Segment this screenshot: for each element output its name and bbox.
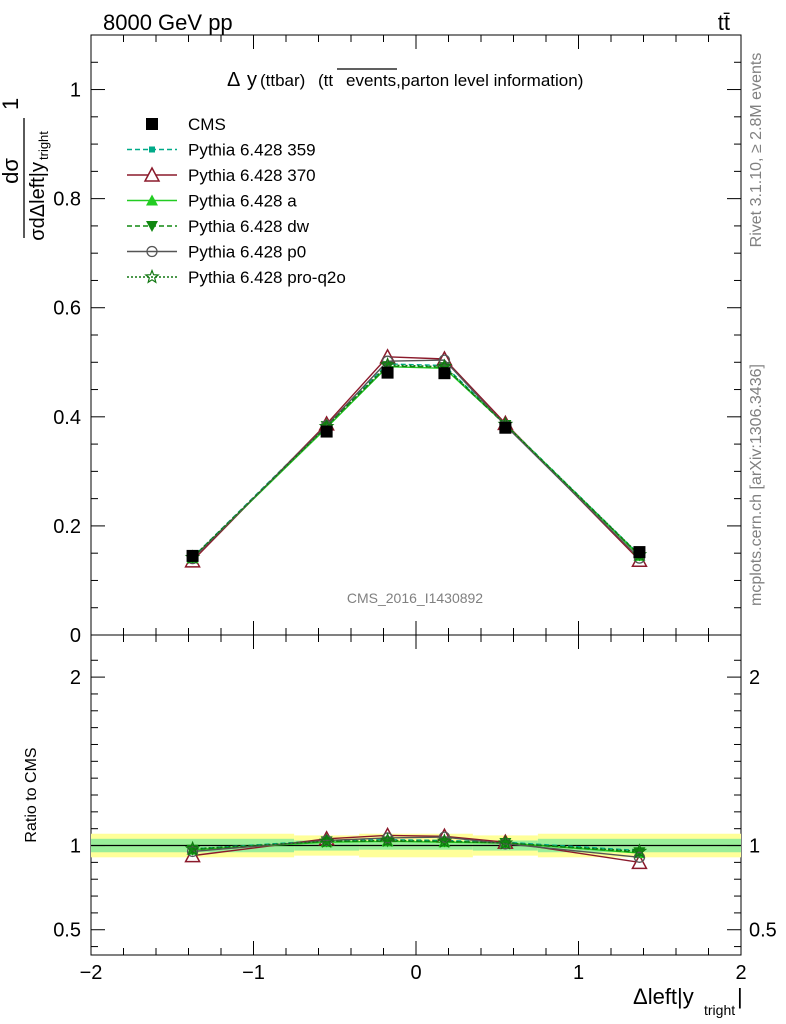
y-tick-label: 1: [70, 80, 81, 102]
title-events: events,: [346, 71, 401, 90]
ratio-tick-label-right: 0.5: [749, 920, 777, 942]
legend-label-pp0: Pythia 6.428 p0: [188, 243, 306, 262]
xlabel-main: Δleft|y: [633, 984, 694, 1009]
ratio-panel-frame: [90, 634, 742, 956]
x-tick-label: 0: [410, 962, 421, 984]
marker-square: [633, 546, 646, 559]
series-line-pdw: [192, 365, 640, 559]
marker-star: [144, 268, 160, 284]
y-tick-label: 0.6: [53, 298, 81, 320]
ylabel-dsigma: dσ: [0, 158, 23, 184]
x-tick-label: 2: [735, 962, 746, 984]
marker-open-circle: [499, 838, 512, 850]
title-delta: Δ: [227, 69, 240, 91]
legend-label-cms: CMS: [188, 115, 226, 134]
marker-square: [320, 425, 333, 438]
ylabel-sub: tright: [36, 131, 51, 160]
marker-square: [381, 366, 394, 379]
x-tick-label: −1: [242, 962, 265, 984]
ratio-tick-label-right: 1: [749, 836, 760, 858]
marker-down-triangle: [146, 221, 158, 232]
marker-open-triangle: [143, 166, 161, 182]
legend-label-pa: Pythia 6.428 a: [188, 192, 297, 211]
legend: CMS Pythia 6.428 359 Pythia 6.428 370 Pythi…: [127, 115, 346, 287]
marker-open-circle: [146, 245, 158, 258]
y-tick-label: 0.8: [53, 189, 81, 211]
analysis-watermark: CMS_2016_I1430892: [347, 590, 483, 606]
ratio-tick-label: 0.5: [53, 920, 81, 942]
title-ttbar: (ttbar): [260, 71, 305, 90]
marker-star: [631, 843, 648, 859]
legend-label-p370: Pythia 6.428 370: [188, 166, 316, 185]
marker-down-triangle: [381, 836, 394, 848]
marker-star: [184, 840, 201, 856]
marker-square: [499, 421, 512, 434]
legend-label-p359: Pythia 6.428 359: [188, 141, 316, 160]
series-line-pq2o: [192, 364, 640, 559]
x-axis-label: Δleft|y tright |: [633, 984, 743, 1018]
y-axis-label-ratio: Ratio to CMS: [23, 747, 40, 842]
y-tick-label: 0: [70, 625, 81, 647]
series-line-pa: [192, 365, 640, 559]
title-y: y: [247, 69, 257, 91]
marker-star: [436, 833, 453, 848]
marker-square: [146, 118, 158, 130]
ratio-tick-label-right: 2: [749, 667, 760, 689]
series-top-panel: [184, 348, 648, 568]
marker-square: [438, 367, 451, 380]
ratio-tick-label: 2: [70, 667, 81, 689]
x-tick-label: −2: [80, 962, 103, 984]
ratio-line-pp0: [192, 836, 640, 859]
plot-title: Δ y (ttbar) (tt events, parton level inf…: [227, 68, 583, 91]
ylabel-one: 1: [0, 98, 23, 110]
legend-label-pq2o: Pythia 6.428 pro-q2o: [188, 268, 346, 287]
xlabel-sub: tright: [704, 1002, 735, 1018]
marker-star: [318, 833, 335, 848]
xlabel-bar: |: [737, 984, 743, 1009]
axes-ticks: 0 0.2 0.4 0.6 0.8 1 0.5 0.5 1 1 2 2 −2 −1 0 1 2: [53, 35, 777, 984]
marker-square: [186, 549, 199, 562]
title-tt: (tt: [318, 71, 333, 90]
y-tick-label: 0.2: [53, 516, 81, 538]
marker-star: [497, 834, 514, 850]
series-line-p370: [192, 356, 640, 562]
marker-open-circle: [438, 354, 451, 366]
ylabel-sigma-d: σdΔleft|y: [27, 162, 49, 241]
legend-label-pdw: Pythia 6.428 dw: [188, 217, 310, 236]
marker-open-circle: [633, 851, 646, 863]
marker-open-circle: [381, 355, 394, 367]
rivet-label: Rivet 3.1.10, ≥ 2.8M events: [748, 53, 765, 248]
marker-star: [379, 832, 396, 848]
title-rest: parton level information): [401, 71, 583, 90]
source-label: mcplots.cern.ch [arXiv:1306.3436]: [748, 364, 765, 606]
marker-open-circle: [186, 845, 199, 858]
x-tick-label: 1: [573, 962, 584, 984]
series-line-p359: [192, 363, 640, 559]
series-line-pp0: [192, 359, 640, 560]
series-ratio-panel: [184, 826, 648, 870]
marker-open-circle: [438, 831, 451, 843]
ratio-line-pa: [192, 840, 640, 854]
ratio-tick-label: 1: [70, 836, 81, 858]
marker-triangle: [146, 194, 158, 206]
y-tick-label: 0.4: [53, 407, 81, 429]
energy-label: 8000 GeV pp: [103, 10, 233, 35]
marker-small-square: [149, 146, 155, 153]
process-label: tt̄: [718, 10, 730, 35]
y-axis-label-top: 1 dσ σdΔleft|y tright: [0, 98, 51, 241]
